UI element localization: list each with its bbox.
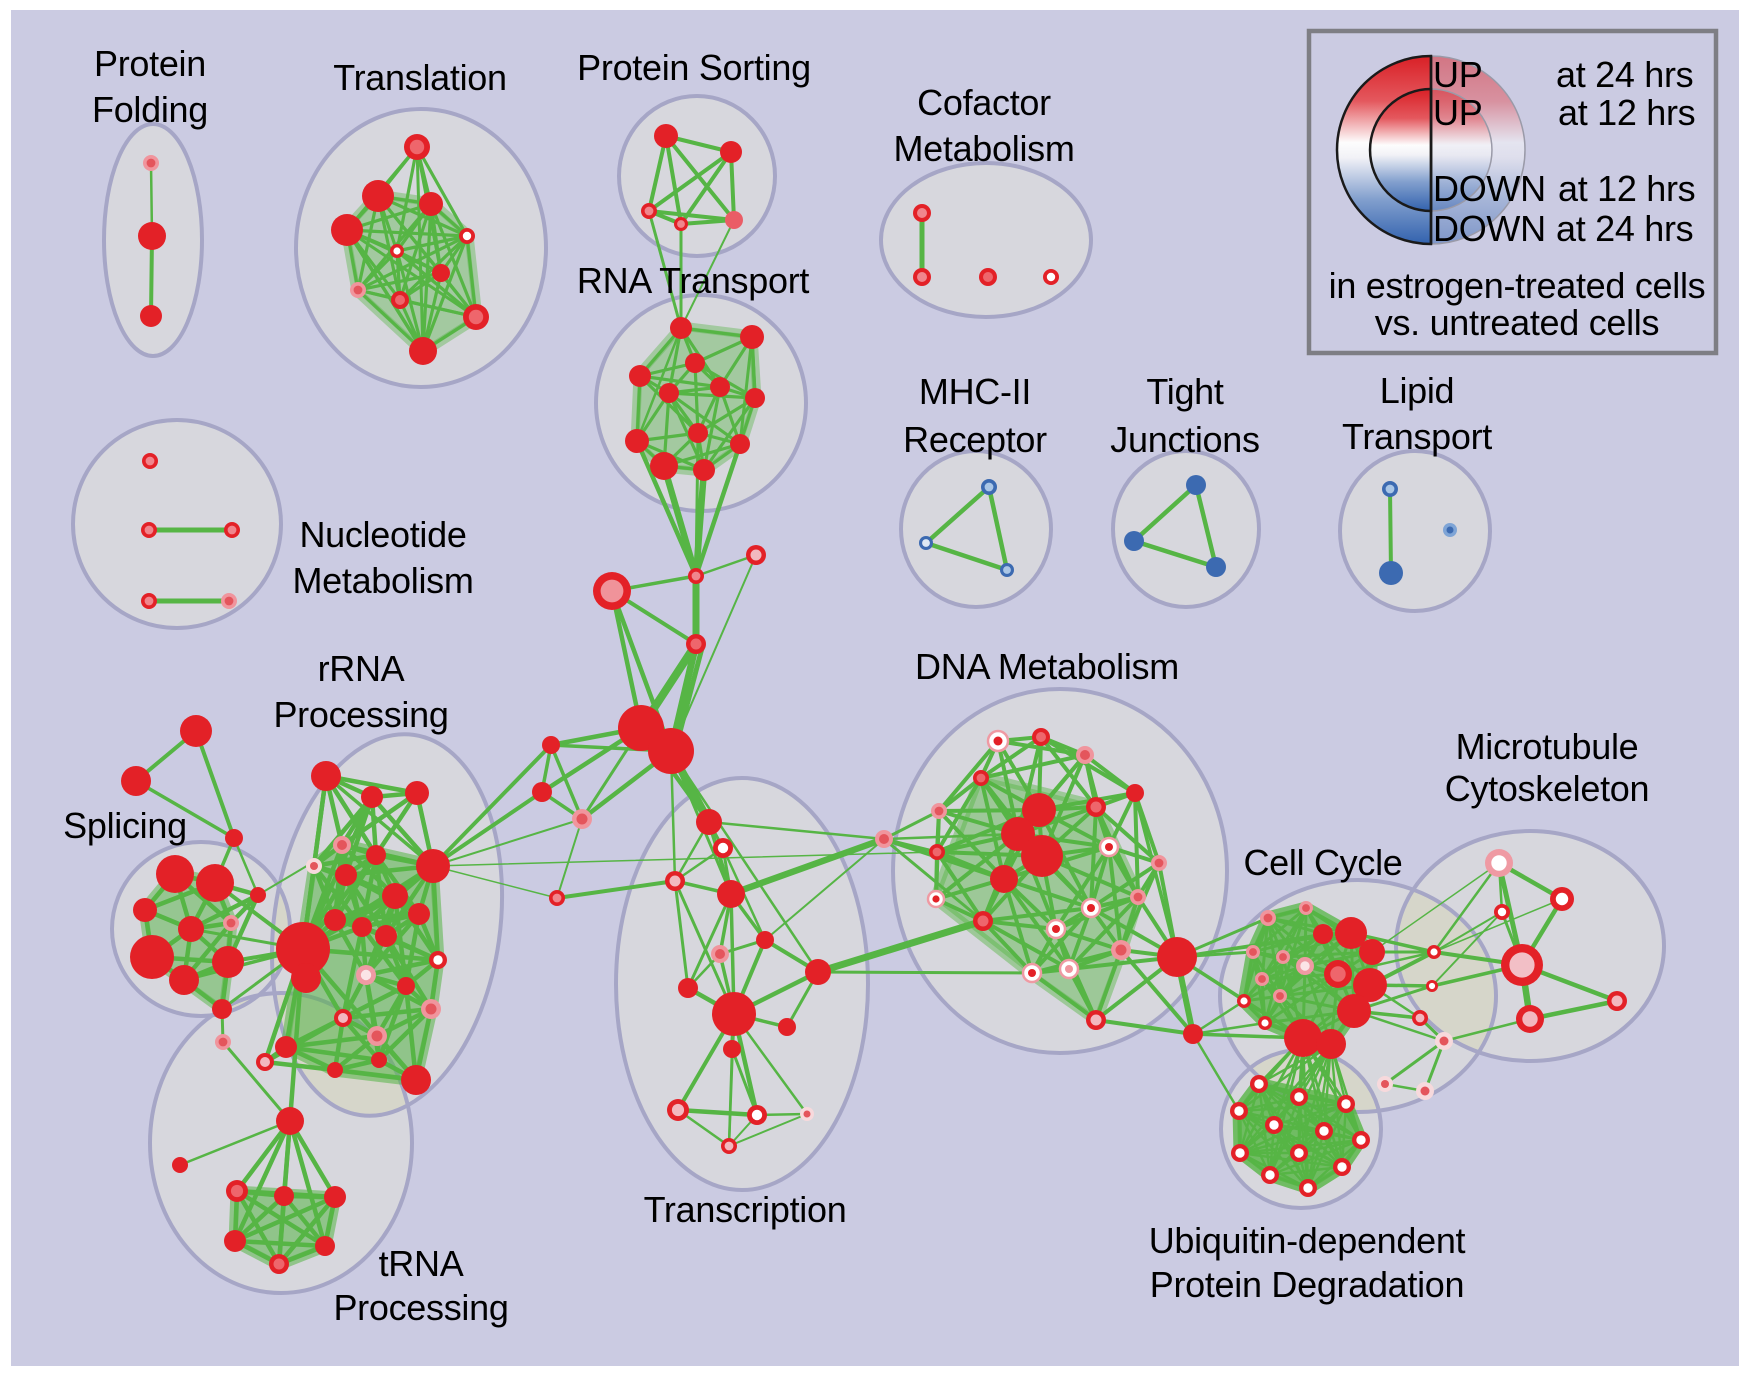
svg-text:tRNA: tRNA xyxy=(379,1243,464,1284)
svg-text:Protein Degradation: Protein Degradation xyxy=(1150,1264,1465,1305)
svg-text:DNA Metabolism: DNA Metabolism xyxy=(915,646,1179,687)
svg-text:Transcription: Transcription xyxy=(644,1189,847,1230)
svg-text:Metabolism: Metabolism xyxy=(292,560,473,601)
svg-text:Receptor: Receptor xyxy=(903,419,1047,460)
svg-text:at 12 hrs: at 12 hrs xyxy=(1558,92,1695,133)
svg-text:vs. untreated cells: vs. untreated cells xyxy=(1375,302,1659,343)
svg-text:rRNA: rRNA xyxy=(318,648,405,689)
svg-text:MHC-II: MHC-II xyxy=(919,371,1031,412)
svg-text:at 12 hrs: at 12 hrs xyxy=(1558,168,1695,209)
svg-text:RNA Transport: RNA Transport xyxy=(577,260,809,301)
svg-text:UP: UP xyxy=(1433,54,1482,95)
svg-text:Folding: Folding xyxy=(92,89,208,130)
svg-text:Splicing: Splicing xyxy=(63,805,187,846)
svg-text:Processing: Processing xyxy=(273,694,448,735)
svg-text:Cytoskeleton: Cytoskeleton xyxy=(1445,768,1650,809)
svg-text:Lipid: Lipid xyxy=(1380,370,1455,411)
svg-text:Processing: Processing xyxy=(333,1287,508,1328)
svg-text:DOWN: DOWN xyxy=(1433,168,1546,209)
svg-text:Protein Sorting: Protein Sorting xyxy=(577,47,811,88)
svg-text:at 24 hrs: at 24 hrs xyxy=(1556,208,1693,249)
svg-text:Cell Cycle: Cell Cycle xyxy=(1243,842,1402,883)
svg-text:Tight: Tight xyxy=(1146,371,1223,412)
svg-text:Microtubule: Microtubule xyxy=(1456,726,1639,767)
svg-text:Protein: Protein xyxy=(94,43,206,84)
svg-text:Cofactor: Cofactor xyxy=(917,82,1051,123)
svg-text:Nucleotide: Nucleotide xyxy=(299,514,466,555)
svg-text:in estrogen-treated cells: in estrogen-treated cells xyxy=(1329,265,1706,306)
svg-text:Translation: Translation xyxy=(333,57,506,98)
svg-text:Transport: Transport xyxy=(1342,416,1492,457)
svg-text:DOWN: DOWN xyxy=(1433,208,1546,249)
svg-text:at 24 hrs: at 24 hrs xyxy=(1556,54,1693,95)
svg-text:Ubiquitin-dependent: Ubiquitin-dependent xyxy=(1149,1220,1466,1261)
svg-text:UP: UP xyxy=(1433,92,1482,133)
svg-text:Metabolism: Metabolism xyxy=(893,128,1074,169)
svg-text:Junctions: Junctions xyxy=(1110,419,1259,460)
